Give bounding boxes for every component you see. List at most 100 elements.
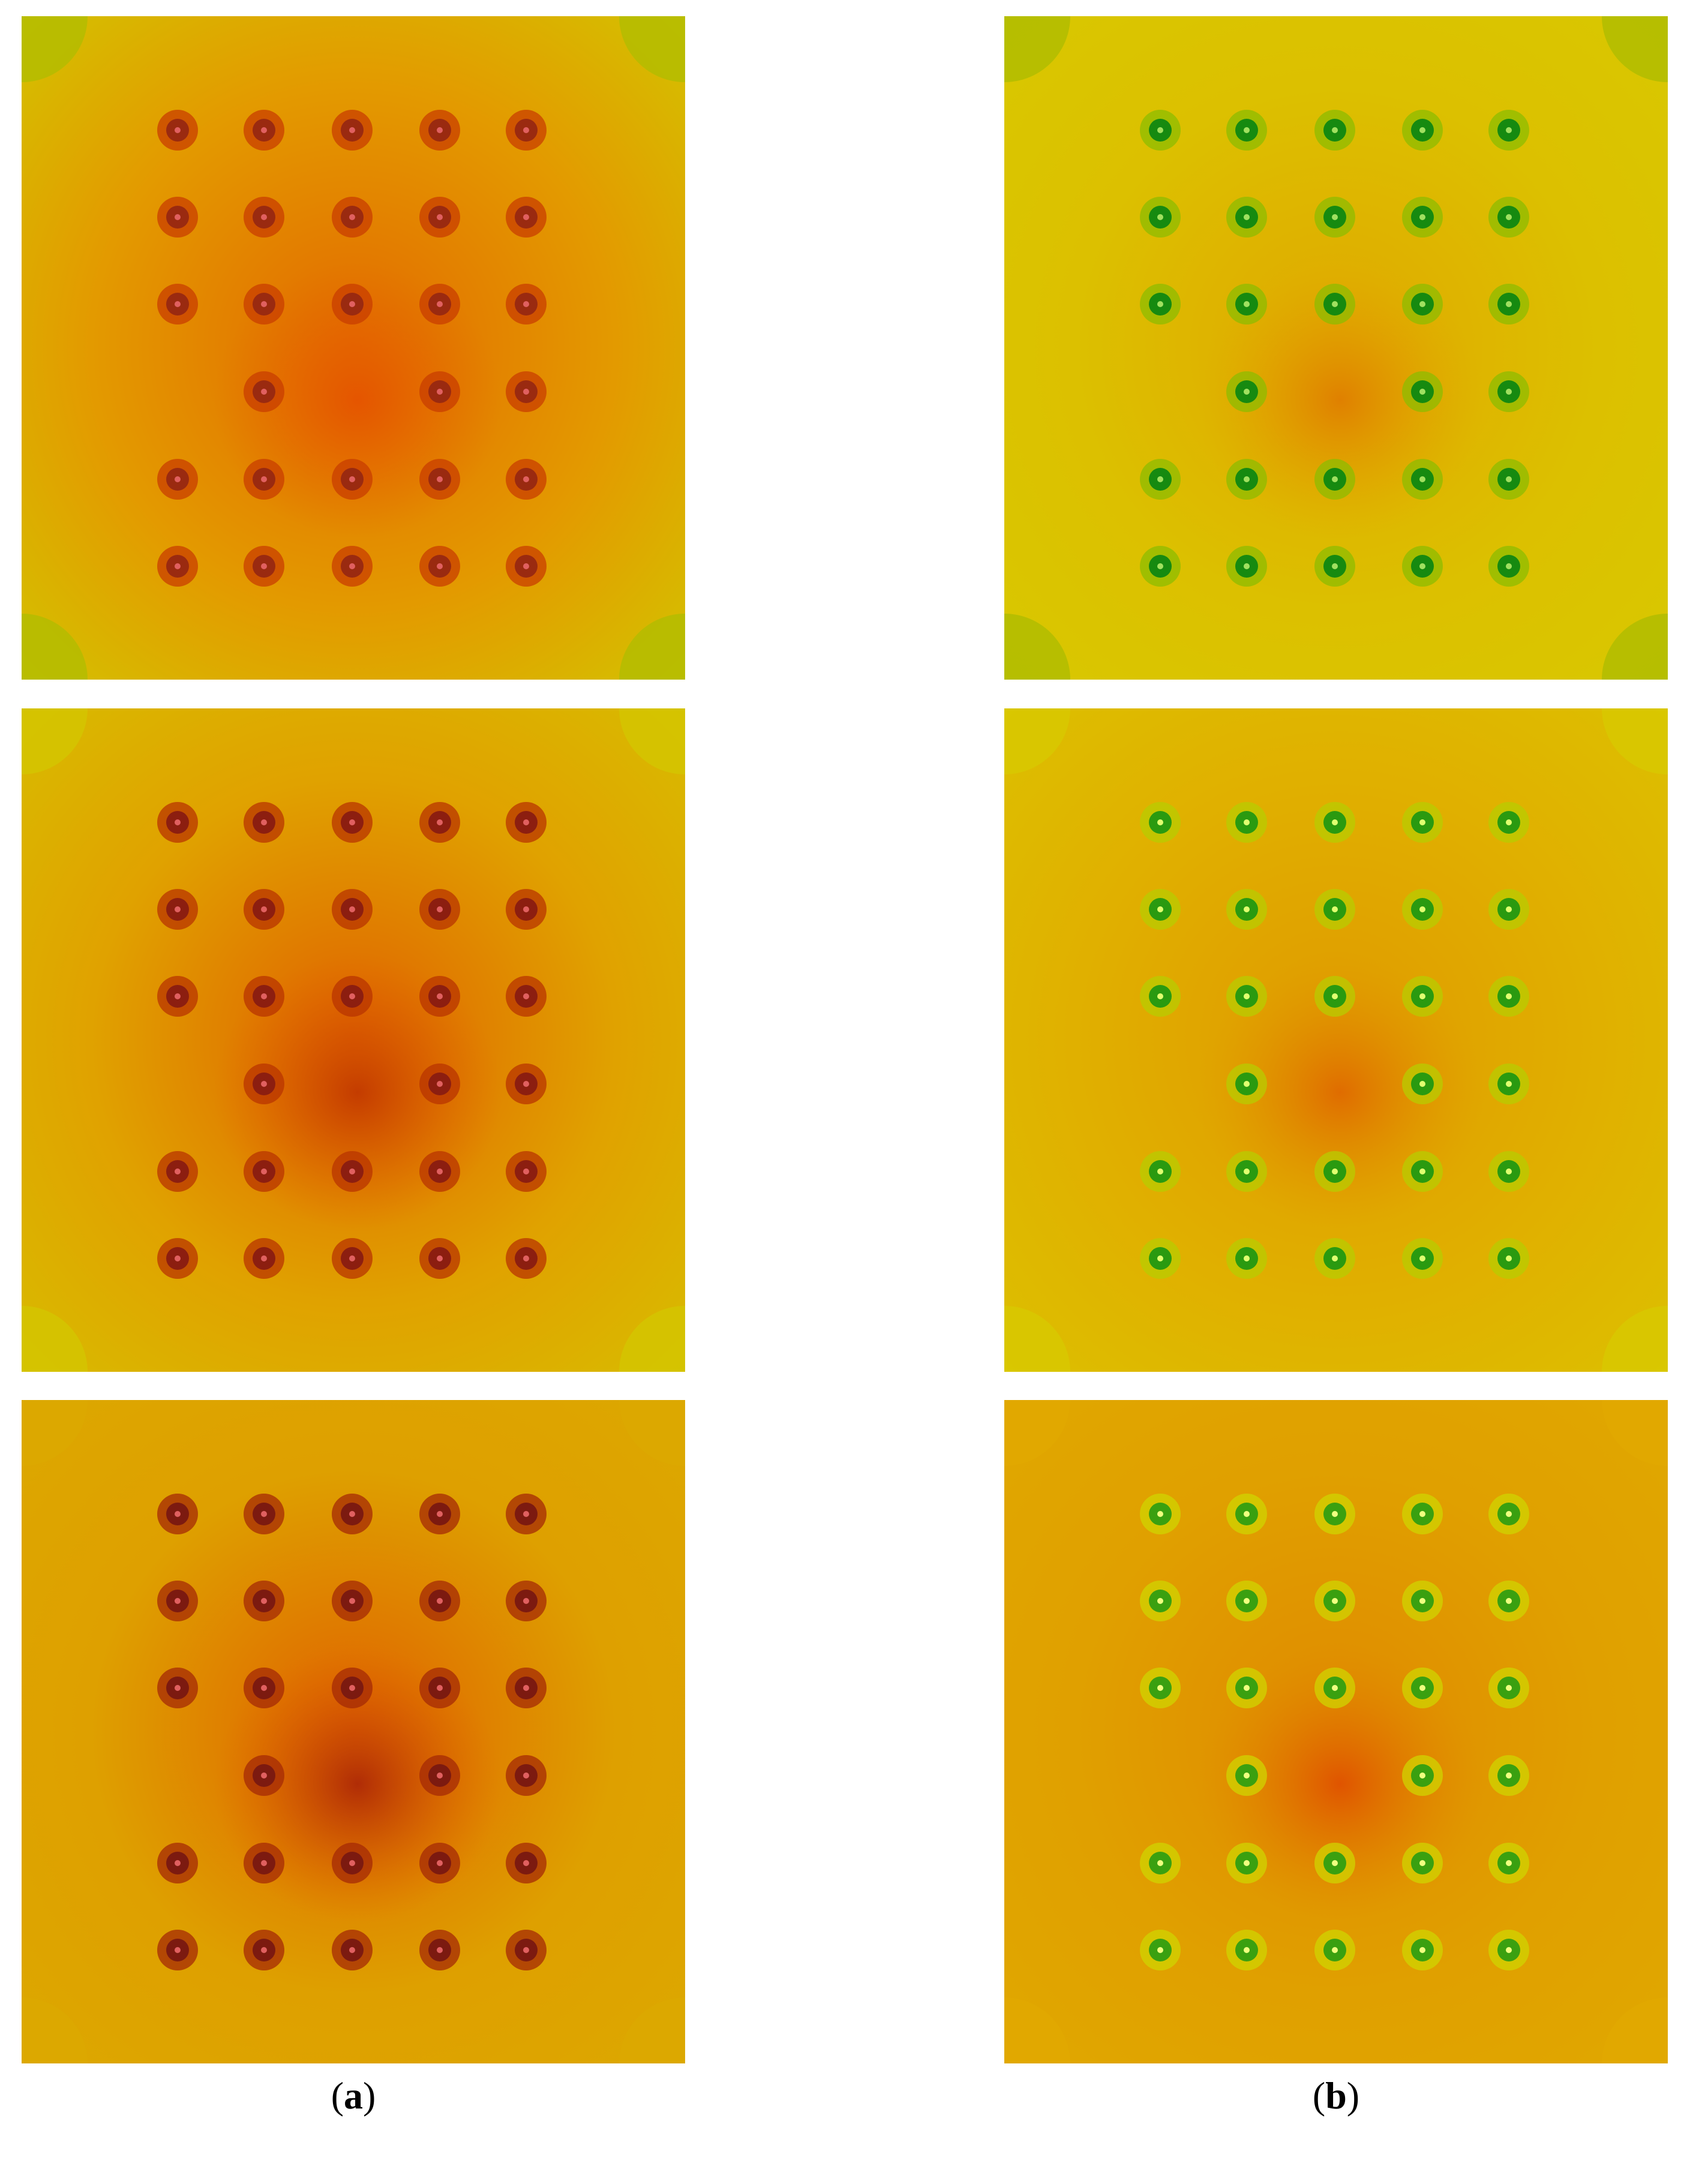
corner-tint-0: [22, 708, 88, 774]
node-14: [1488, 284, 1529, 325]
node-22: [506, 1843, 547, 1883]
node-23: [157, 546, 198, 587]
corner-tint-0: [1004, 1400, 1070, 1466]
node-8: [1402, 1581, 1443, 1621]
node-16: [1402, 1755, 1443, 1796]
node-22: [506, 1151, 547, 1192]
node-0: [157, 110, 198, 151]
node-3: [419, 802, 460, 843]
node-19: [244, 459, 284, 500]
node-19: [244, 1151, 284, 1192]
node-8: [1402, 197, 1443, 238]
node-1: [1226, 110, 1267, 151]
corner-tint-0: [22, 1400, 88, 1466]
node-26: [419, 1930, 460, 1970]
corner-tint-3: [619, 1997, 685, 2063]
corner-tint-1: [1602, 1400, 1668, 1466]
node-0: [1140, 802, 1181, 843]
node-3: [1402, 1494, 1443, 1534]
node-7: [332, 197, 373, 238]
node-8: [1402, 889, 1443, 930]
node-6: [1226, 889, 1267, 930]
node-25: [1314, 546, 1355, 587]
node-0: [157, 802, 198, 843]
node-19: [1226, 1151, 1267, 1192]
node-22: [506, 459, 547, 500]
node-7: [1314, 197, 1355, 238]
node-7: [1314, 889, 1355, 930]
node-24: [1226, 546, 1267, 587]
node-7: [332, 889, 373, 930]
node-23: [1140, 1930, 1181, 1970]
node-21: [419, 1843, 460, 1883]
corner-tint-3: [1602, 614, 1668, 680]
node-2: [1314, 1494, 1355, 1534]
node-17: [506, 1064, 547, 1104]
node-14: [506, 284, 547, 325]
node-17: [1488, 371, 1529, 412]
node-15: [1226, 1755, 1267, 1796]
field-panel-a-3-plot: [22, 1400, 685, 2063]
node-5: [1140, 197, 1181, 238]
corner-tint-3: [1602, 1997, 1668, 2063]
node-11: [244, 284, 284, 325]
node-14: [506, 1668, 547, 1708]
field-panel-b-3: [1004, 1400, 1668, 2063]
node-11: [1226, 284, 1267, 325]
node-16: [1402, 371, 1443, 412]
node-4: [1488, 110, 1529, 151]
node-17: [1488, 1755, 1529, 1796]
node-4: [506, 1494, 547, 1534]
node-25: [332, 546, 373, 587]
node-9: [506, 197, 547, 238]
node-0: [1140, 1494, 1181, 1534]
node-2: [1314, 802, 1355, 843]
node-0: [157, 1494, 198, 1534]
node-21: [419, 459, 460, 500]
node-26: [1402, 1238, 1443, 1279]
corner-tint-0: [1004, 708, 1070, 774]
node-26: [419, 546, 460, 587]
node-3: [419, 1494, 460, 1534]
node-6: [244, 1581, 284, 1621]
corner-tint-2: [22, 1997, 88, 2063]
node-16: [419, 371, 460, 412]
node-12: [1314, 284, 1355, 325]
node-13: [1402, 976, 1443, 1017]
node-19: [1226, 1843, 1267, 1883]
node-5: [157, 1581, 198, 1621]
field-panel-a-2-plot: [22, 708, 685, 1372]
node-17: [1488, 1064, 1529, 1104]
node-26: [1402, 1930, 1443, 1970]
node-27: [1488, 1238, 1529, 1279]
node-17: [506, 1755, 547, 1796]
node-20: [1314, 1843, 1355, 1883]
node-13: [419, 1668, 460, 1708]
node-1: [1226, 1494, 1267, 1534]
node-4: [1488, 1494, 1529, 1534]
node-22: [1488, 459, 1529, 500]
node-10: [157, 284, 198, 325]
node-27: [506, 1930, 547, 1970]
caption-a: (a): [263, 2077, 443, 2115]
node-9: [506, 889, 547, 930]
node-0: [1140, 110, 1181, 151]
node-24: [244, 1930, 284, 1970]
node-21: [419, 1151, 460, 1192]
node-15: [244, 1064, 284, 1104]
corner-tint-3: [619, 614, 685, 680]
field-panel-a-3: [22, 1400, 685, 2063]
node-8: [419, 197, 460, 238]
node-26: [419, 1238, 460, 1279]
node-10: [157, 1668, 198, 1708]
node-20: [1314, 459, 1355, 500]
node-14: [1488, 976, 1529, 1017]
node-27: [1488, 546, 1529, 587]
corner-tint-3: [619, 1306, 685, 1372]
node-23: [157, 1930, 198, 1970]
node-24: [244, 1238, 284, 1279]
field-panel-a-1: [22, 16, 685, 680]
node-4: [1488, 802, 1529, 843]
node-10: [1140, 1668, 1181, 1708]
node-3: [419, 110, 460, 151]
